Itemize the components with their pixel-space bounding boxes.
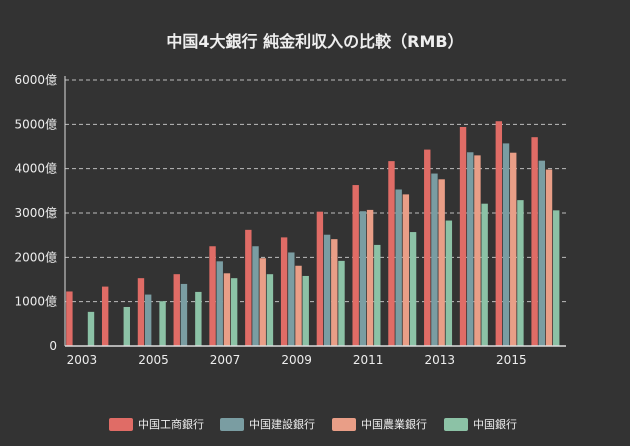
bar[interactable] bbox=[245, 229, 252, 346]
bar[interactable] bbox=[180, 283, 188, 346]
legend-label: 中国銀行 bbox=[473, 417, 517, 431]
bar[interactable] bbox=[252, 246, 259, 346]
bar[interactable] bbox=[331, 239, 338, 346]
bar[interactable] bbox=[502, 143, 510, 346]
bar[interactable] bbox=[280, 237, 288, 346]
bar[interactable] bbox=[223, 273, 231, 346]
legend-swatch bbox=[109, 418, 133, 431]
bar[interactable] bbox=[409, 232, 417, 346]
bar[interactable] bbox=[517, 200, 524, 346]
legend-label: 中国建設銀行 bbox=[249, 417, 315, 431]
bar[interactable] bbox=[323, 234, 331, 346]
chart-title: 中国4大銀行 純金利収入の比較（RMB） bbox=[166, 32, 463, 51]
bar[interactable] bbox=[137, 278, 145, 346]
bar[interactable] bbox=[216, 261, 223, 346]
x-tick-label: 2013 bbox=[424, 353, 455, 367]
y-axis: 0 1000億 2000億 3000億 4000億 5000億 6000億 bbox=[14, 73, 66, 353]
legend-label: 中国工商銀行 bbox=[138, 417, 204, 431]
y-tick-label: 5000億 bbox=[14, 117, 57, 131]
bar[interactable] bbox=[545, 169, 553, 346]
bar[interactable] bbox=[144, 294, 152, 346]
x-tick-label: 2009 bbox=[281, 353, 312, 367]
bar[interactable] bbox=[173, 274, 180, 346]
bar[interactable] bbox=[288, 252, 295, 346]
bar[interactable] bbox=[531, 137, 538, 346]
x-tick-label: 2003 bbox=[67, 353, 98, 367]
bar[interactable] bbox=[295, 265, 302, 346]
legend[interactable]: 中国工商銀行 中国建設銀行 中国農業銀行 中国銀行 bbox=[109, 417, 517, 431]
legend-swatch bbox=[332, 418, 356, 431]
bar[interactable] bbox=[431, 173, 438, 346]
bar[interactable] bbox=[388, 161, 395, 346]
bar[interactable] bbox=[438, 179, 445, 346]
bar[interactable] bbox=[195, 291, 202, 346]
bar[interactable] bbox=[424, 149, 431, 346]
bar[interactable] bbox=[510, 152, 517, 346]
x-tick-label: 2015 bbox=[496, 353, 527, 367]
bar[interactable] bbox=[66, 291, 73, 346]
bar[interactable] bbox=[467, 152, 474, 346]
x-tick-label: 2005 bbox=[138, 353, 169, 367]
legend-item[interactable]: 中国建設銀行 bbox=[220, 417, 315, 431]
bar[interactable] bbox=[123, 306, 130, 346]
bar[interactable] bbox=[445, 220, 453, 346]
bar[interactable] bbox=[101, 286, 109, 346]
bar[interactable] bbox=[230, 278, 238, 346]
bar[interactable] bbox=[402, 194, 410, 346]
bar[interactable] bbox=[338, 260, 345, 346]
x-tick-label: 2011 bbox=[353, 353, 384, 367]
y-tick-label: 4000億 bbox=[14, 162, 57, 176]
bar[interactable] bbox=[259, 258, 266, 346]
bar[interactable] bbox=[374, 244, 381, 346]
bar[interactable] bbox=[266, 274, 274, 346]
bar[interactable] bbox=[159, 301, 166, 346]
legend-swatch bbox=[220, 418, 244, 431]
bar[interactable] bbox=[459, 126, 467, 346]
bar[interactable] bbox=[538, 160, 546, 346]
y-tick-label: 3000億 bbox=[14, 206, 57, 220]
bar[interactable] bbox=[495, 121, 503, 346]
bar[interactable] bbox=[359, 211, 367, 346]
legend-swatch bbox=[444, 418, 468, 431]
x-axis: 2003 2005 2007 2009 2011 2013 2015 bbox=[65, 345, 566, 367]
bar[interactable] bbox=[302, 275, 309, 346]
y-tick-label: 2000億 bbox=[14, 250, 57, 264]
bar[interactable] bbox=[481, 203, 488, 346]
bar[interactable] bbox=[474, 155, 481, 346]
bar[interactable] bbox=[316, 211, 324, 346]
legend-item[interactable]: 中国農業銀行 bbox=[332, 417, 427, 431]
bar[interactable] bbox=[366, 209, 374, 346]
bar[interactable] bbox=[553, 210, 560, 346]
legend-item[interactable]: 中国銀行 bbox=[444, 417, 517, 431]
x-tick-label: 2007 bbox=[210, 353, 241, 367]
y-tick-label: 1000億 bbox=[14, 295, 57, 309]
bar[interactable] bbox=[209, 246, 216, 346]
bars-layer bbox=[66, 121, 560, 346]
bar[interactable] bbox=[395, 189, 402, 346]
bar[interactable] bbox=[87, 311, 95, 346]
bar[interactable] bbox=[352, 185, 359, 346]
legend-item[interactable]: 中国工商銀行 bbox=[109, 417, 204, 431]
legend-label: 中国農業銀行 bbox=[361, 417, 427, 431]
y-tick-label: 6000億 bbox=[14, 73, 57, 87]
y-tick-label: 0 bbox=[49, 339, 57, 353]
